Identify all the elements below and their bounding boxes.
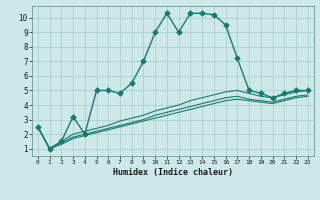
X-axis label: Humidex (Indice chaleur): Humidex (Indice chaleur) xyxy=(113,168,233,177)
